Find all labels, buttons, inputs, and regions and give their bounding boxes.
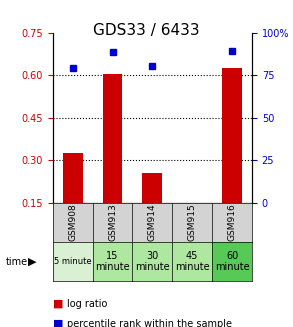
Text: ▶: ▶ [28, 257, 36, 267]
Text: 30
minute: 30 minute [135, 251, 170, 272]
Bar [222, 68, 242, 203]
Text: 60
minute: 60 minute [215, 251, 249, 272]
Text: 45
minute: 45 minute [175, 251, 209, 272]
Text: GSM913: GSM913 [108, 203, 117, 241]
Text: percentile rank within the sample: percentile rank within the sample [67, 319, 232, 327]
Text: GSM916: GSM916 [228, 203, 236, 241]
Text: time: time [6, 257, 28, 267]
Bar [142, 173, 162, 203]
Text: 15
minute: 15 minute [95, 251, 130, 272]
Text: 5 minute: 5 minute [54, 257, 91, 266]
Text: log ratio: log ratio [67, 299, 108, 309]
Text: GSM908: GSM908 [68, 203, 77, 241]
Text: ■: ■ [53, 299, 63, 309]
Text: GSM915: GSM915 [188, 203, 197, 241]
Text: GDS33 / 6433: GDS33 / 6433 [93, 23, 200, 38]
Bar [103, 74, 122, 203]
Text: ■: ■ [53, 319, 63, 327]
Bar [63, 153, 83, 203]
Text: GSM914: GSM914 [148, 203, 157, 241]
